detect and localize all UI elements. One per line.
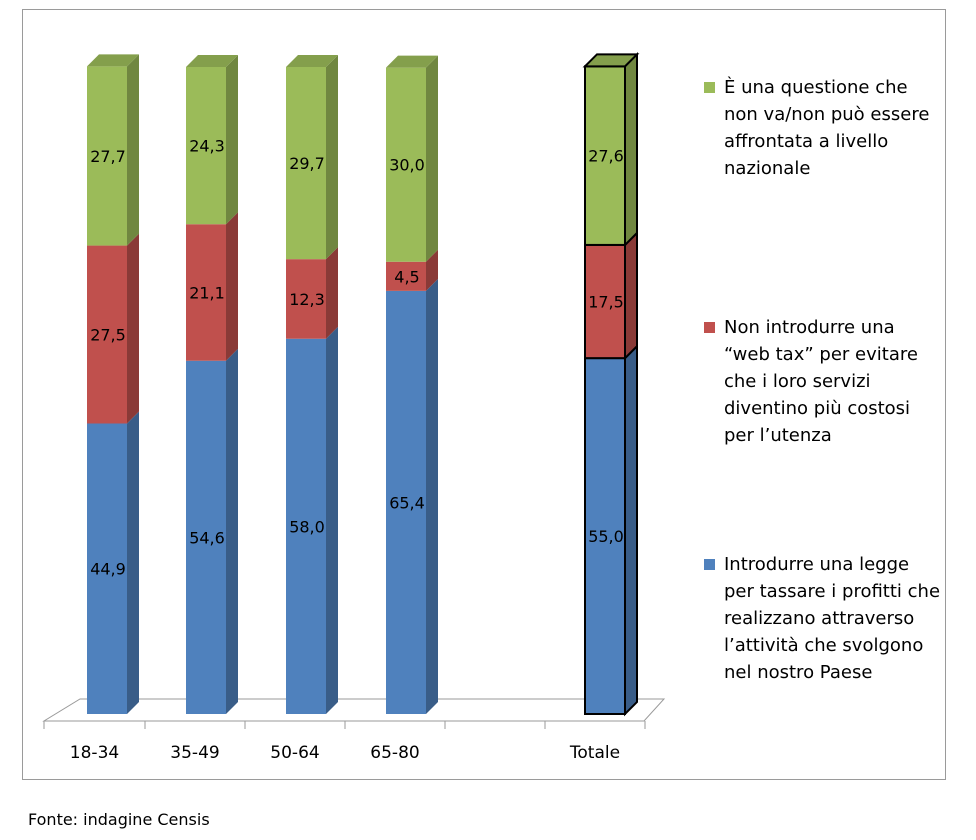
bar-stack-totale — [582, 51, 640, 717]
bar-segment — [286, 67, 326, 260]
bar-stack-65-80 — [386, 55, 438, 714]
data-label: 54,6 — [189, 528, 225, 547]
data-label: 24,3 — [189, 137, 225, 156]
data-label: 27,5 — [90, 326, 126, 345]
bar-segment-side — [326, 247, 338, 339]
bar-segment-side — [624, 51, 638, 248]
bar-segment-side — [426, 249, 438, 291]
bar-segment — [87, 66, 127, 246]
legend-swatch-green — [704, 82, 715, 93]
bar-segment — [87, 245, 127, 424]
data-labels-group: 44,9 27,5 27,7 54,6 21,1 24,3 58,0 12,3 29,7 65,4… — [90, 137, 624, 579]
data-label: 55,0 — [588, 527, 624, 546]
data-label: 58,0 — [289, 517, 325, 536]
bar-segment-side — [226, 55, 238, 225]
bar-segment-side — [127, 233, 139, 424]
bar-segment-side — [326, 326, 338, 714]
bar-stack-18-34 — [87, 54, 139, 714]
bar-segment-side — [326, 55, 338, 260]
bar-segment-side — [426, 278, 438, 714]
bar-segment-top — [386, 55, 438, 68]
category-label: Totale — [569, 743, 620, 763]
bar-segment-side — [127, 411, 139, 714]
bar-segment-side — [127, 54, 139, 246]
category-label: 50-64 — [270, 743, 319, 763]
legend-label-introdurre-legge: Introdurre una legge per tassare i profi… — [724, 554, 941, 683]
data-label: 4,5 — [394, 267, 419, 286]
data-label: 21,1 — [189, 283, 225, 302]
data-label: 27,6 — [588, 147, 624, 166]
data-label: 65,4 — [389, 493, 425, 512]
bar-segment-side — [624, 230, 638, 361]
source-note: Fonte: indagine Censis — [28, 810, 210, 829]
bar-segment-side — [226, 212, 238, 361]
category-axis: 18-34 35-49 50-64 65-80 Totale — [43, 720, 646, 763]
bar-segment — [386, 67, 426, 262]
bar-segment — [186, 67, 226, 225]
legend-label-non-introdurre: Non introdurre una “web tax” per evitare… — [724, 317, 918, 446]
bar-segment-top — [582, 53, 640, 68]
legend-swatch-red — [704, 322, 715, 333]
data-label: 30,0 — [389, 156, 425, 175]
bar-segment — [386, 290, 426, 714]
category-label: 18-34 — [70, 743, 119, 763]
bar-segment-top — [286, 55, 338, 67]
category-label: 35-49 — [170, 743, 219, 763]
chart-frame — [22, 9, 946, 780]
bar-segment — [286, 338, 326, 714]
bar-segment — [286, 259, 326, 339]
data-label: 17,5 — [588, 293, 624, 312]
bar-stack-35-49 — [186, 55, 238, 714]
legend-label-questione-nazionale: È una questione che non va/non può esser… — [724, 77, 930, 179]
data-label: 29,7 — [289, 154, 325, 173]
bar-segment — [186, 360, 226, 714]
bar-segment — [584, 243, 626, 360]
bar-segment — [584, 357, 626, 715]
data-label: 44,9 — [90, 560, 126, 579]
stacked-bar-chart: 44,9 27,5 27,7 54,6 21,1 24,3 58,0 12,3 29,7 65,4… — [42, 51, 666, 763]
bar-segment-side — [624, 343, 638, 717]
data-label: 27,7 — [90, 147, 126, 166]
bar-segment-top — [186, 55, 238, 67]
bars-group — [87, 51, 640, 717]
category-label: 65-80 — [370, 743, 419, 763]
bar-segment — [186, 224, 226, 361]
bar-stack-50-64 — [286, 55, 338, 714]
data-label: 12,3 — [289, 290, 325, 309]
bar-segment — [386, 261, 426, 291]
legend-swatch-blue — [704, 559, 715, 570]
bar-segment-side — [426, 55, 438, 262]
bar-segment-side — [226, 348, 238, 714]
bar-segment — [87, 423, 127, 714]
bar-segment-top — [87, 54, 139, 67]
